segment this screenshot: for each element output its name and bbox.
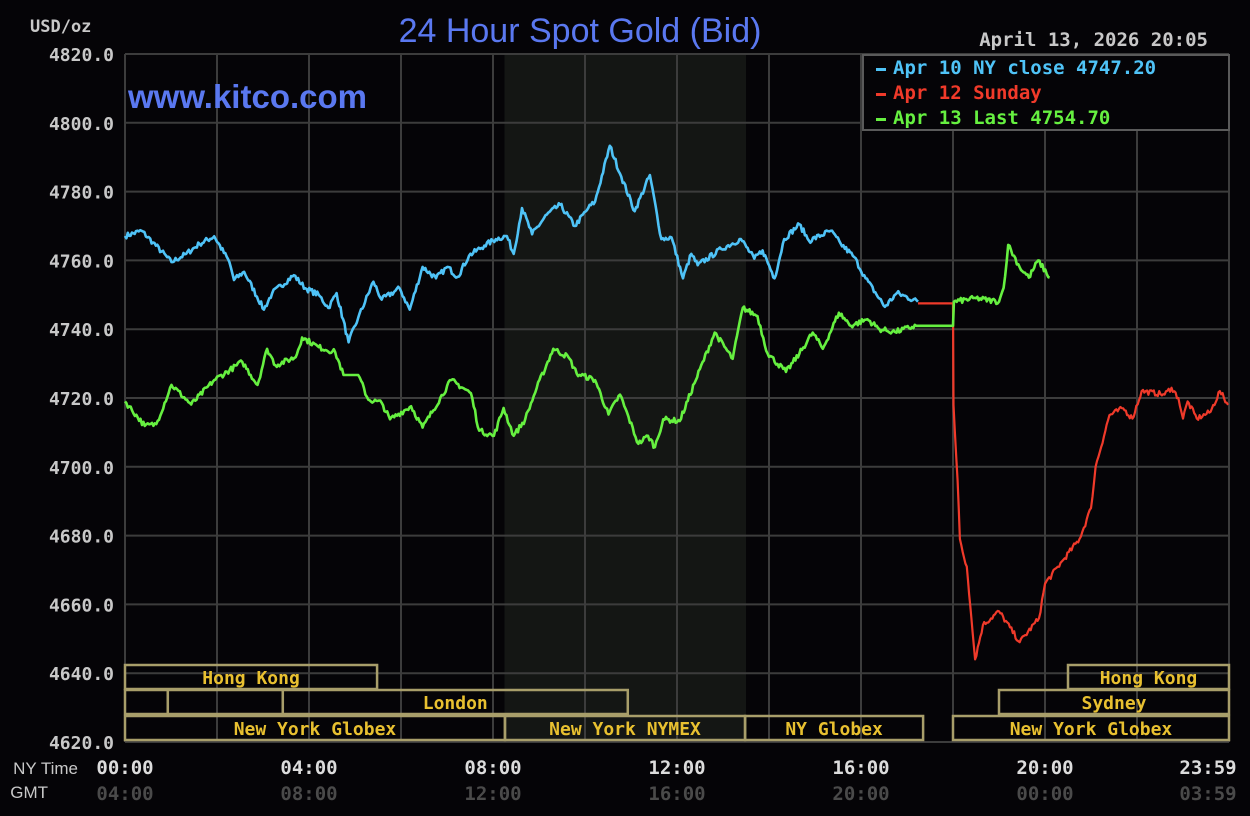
series-line-2 <box>123 243 1051 449</box>
session-box: Sydney <box>997 688 1231 716</box>
session-label: New York Globex <box>1010 719 1173 740</box>
y-tick-label: 4820.0 <box>49 45 114 66</box>
session-label: London <box>423 693 488 714</box>
x-tick-label-ny: 16:00 <box>832 757 889 779</box>
y-tick-label: 4800.0 <box>49 114 114 135</box>
x-tick-label-gmt: 04:00 <box>96 783 153 805</box>
kitco-watermark: www.kitco.com <box>127 78 367 115</box>
y-tick-label: 4620.0 <box>49 733 114 754</box>
session-border <box>997 688 1231 716</box>
session-label: New York NYMEX <box>549 719 701 740</box>
y-tick-label: 4640.0 <box>49 664 114 685</box>
x-tick-label-gmt: 20:00 <box>832 783 889 805</box>
y-tick-label: 4740.0 <box>49 320 114 341</box>
legend-box <box>862 54 1230 131</box>
x-tick-label-ny: 04:00 <box>280 757 337 779</box>
session-border <box>166 688 285 716</box>
legend-label: Apr 12 Sunday <box>893 82 1042 104</box>
session-label: Hong Kong <box>1100 668 1198 689</box>
x-tick-label-gmt: 12:00 <box>464 783 521 805</box>
x-tick-label-ny: 20:00 <box>1016 757 1073 779</box>
x-tick-label-gmt: 08:00 <box>280 783 337 805</box>
session-label: New York Globex <box>234 719 397 740</box>
y-tick-label: 4680.0 <box>49 527 114 548</box>
session-border <box>281 688 630 716</box>
timestamp: April 13, 2026 20:05 <box>979 29 1208 51</box>
grid <box>124 53 1230 743</box>
x-tick-label-ny: 08:00 <box>464 757 521 779</box>
y-axis: 4820.0 4800.0 4780.0 4760.0 4740.0 4720.0 4700… <box>49 45 114 754</box>
series-line-0 <box>123 144 919 344</box>
legend-swatch <box>876 93 886 96</box>
y-tick-label: 4700.0 <box>49 458 114 479</box>
session-box: New York Globex <box>123 714 507 742</box>
y-axis-unit-label: USD/oz <box>30 17 91 37</box>
x-tick-label-gmt: 03:59 <box>1179 783 1236 805</box>
session-border <box>123 688 170 716</box>
x-tick-label-ny: 23:59 <box>1179 757 1236 779</box>
session-box: Hong Kong <box>123 663 379 691</box>
session-border <box>951 714 1231 742</box>
session-box: Hong Kong <box>1066 663 1231 691</box>
legend-swatch <box>876 68 886 71</box>
chart-title: 24 Hour Spot Gold (Bid) <box>399 12 762 50</box>
session-box: NY Globex <box>743 714 925 742</box>
session-label: Sydney <box>1081 693 1146 714</box>
x-tick-label-gmt: 16:00 <box>648 783 705 805</box>
x-axis: NY Time GMT 00:00 04:00 04:00 08:00 08:00 12:00… <box>10 757 1236 805</box>
market-sessions: Hong Kong London New York Globex New York N… <box>123 663 1231 742</box>
session-box <box>123 688 170 716</box>
series-lines <box>123 144 1230 661</box>
y-tick-label: 4760.0 <box>49 251 114 272</box>
y-tick-label: 4780.0 <box>49 183 114 204</box>
session-box: New York Globex <box>951 714 1231 742</box>
x-tick-label-gmt: 00:00 <box>1016 783 1073 805</box>
gmt-label: GMT <box>10 783 48 802</box>
legend-label: Apr 13 Last 4754.70 <box>893 107 1110 129</box>
x-tick-label-ny: 00:00 <box>96 757 153 779</box>
session-box <box>166 688 285 716</box>
session-label: Hong Kong <box>202 668 300 689</box>
session-border <box>743 714 925 742</box>
session-box: London <box>281 688 630 716</box>
legend: Apr 10 NY close 4747.20 Apr 12 Sunday Apr … <box>862 54 1230 131</box>
ny-time-label: NY Time <box>13 759 78 778</box>
y-tick-label: 4720.0 <box>49 389 114 410</box>
legend-swatch <box>876 118 886 121</box>
series-line-1 <box>918 302 1230 661</box>
session-label: NY Globex <box>785 719 883 740</box>
y-tick-label: 4660.0 <box>49 595 114 616</box>
x-tick-label-ny: 12:00 <box>648 757 705 779</box>
legend-label: Apr 10 NY close 4747.20 <box>893 57 1156 79</box>
